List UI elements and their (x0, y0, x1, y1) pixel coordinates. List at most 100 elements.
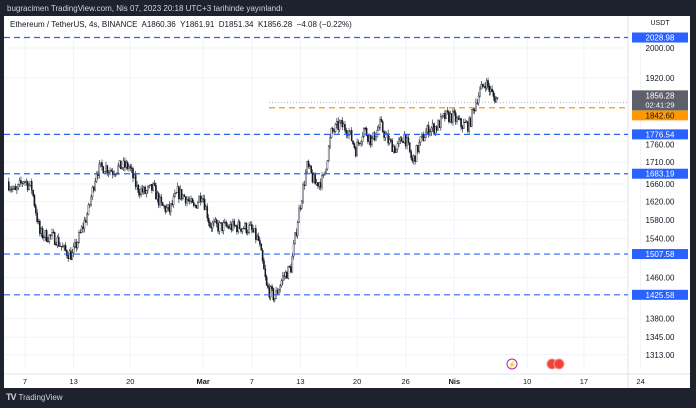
candle-body (454, 112, 457, 122)
candle-body (22, 181, 25, 184)
candle-body (168, 204, 171, 213)
candle-body (28, 184, 30, 190)
candle-body (422, 134, 425, 142)
candle-body (488, 86, 491, 92)
candle-body (79, 232, 82, 234)
candle-body (129, 166, 132, 169)
price-chart[interactable]: 2028.98 1776.54 1683.19 1507.58 1425.58 1842.… (4, 16, 690, 388)
candle-body (248, 225, 250, 233)
candle-body (39, 221, 41, 234)
candle-body (32, 190, 34, 196)
candle-body (288, 266, 291, 268)
candle-body (286, 271, 288, 279)
candle-body (433, 123, 435, 134)
price-tick-label: 1710.00 (646, 158, 675, 167)
candle-body (229, 223, 232, 229)
candle-body (250, 224, 253, 230)
candle-body (369, 134, 372, 145)
level-price-tag (632, 32, 688, 43)
candle-body (298, 207, 300, 223)
candle-body (313, 174, 315, 183)
candle-body (91, 186, 94, 198)
candle-body (157, 192, 160, 206)
candle-body (253, 228, 256, 233)
candle-body (179, 189, 182, 200)
brand-name[interactable]: TradingView (18, 392, 63, 402)
candle-body (138, 192, 141, 196)
level-price-tag (632, 249, 688, 260)
candle-body (473, 108, 476, 111)
time-tick-label: 7 (23, 377, 27, 386)
candle-body (260, 244, 263, 251)
candle-body (141, 188, 144, 193)
candle-body (165, 207, 168, 212)
candle-body (203, 198, 206, 210)
candle-body (496, 97, 499, 99)
price-unit-label: USDT (650, 20, 670, 27)
candle-body (467, 121, 469, 132)
candle-body (174, 193, 176, 198)
candle-body (161, 202, 164, 206)
candle-body (363, 127, 365, 137)
candle-body (44, 230, 47, 238)
candle-body (495, 98, 497, 103)
candle-body (345, 129, 348, 135)
candle-body (276, 290, 279, 294)
candle-body (448, 111, 450, 123)
candle-body (314, 174, 317, 185)
candle-body (449, 113, 452, 123)
candle-body (330, 128, 333, 138)
candle-body (40, 228, 42, 234)
candle-body (226, 225, 229, 227)
candle-body (406, 137, 408, 147)
countdown-label: 02:41:29 (645, 100, 674, 109)
candle-body (326, 160, 329, 170)
candle-body (190, 198, 192, 202)
candle-body (485, 80, 488, 89)
symbol-name[interactable]: Ethereum / TetherUS, 4s, BINANCE (10, 20, 138, 29)
candle-body (446, 110, 449, 113)
candle-body (444, 113, 446, 119)
candle-body (110, 170, 113, 172)
candle-body (290, 266, 292, 273)
time-tick-label: 10 (523, 377, 531, 386)
candle-body (391, 140, 394, 152)
candle-body (76, 242, 79, 248)
candle-body (244, 222, 246, 229)
candle-body (238, 221, 241, 230)
price-tick-label: 1540.00 (646, 235, 675, 244)
candle-body (376, 129, 379, 138)
time-tick-label: 7 (250, 377, 254, 386)
candle-body (280, 280, 283, 287)
candle-body (207, 217, 210, 223)
time-tick-label: 13 (69, 377, 77, 386)
candle-body (403, 133, 406, 144)
candle-body (209, 222, 211, 228)
candle-body (187, 199, 190, 201)
candle-body (171, 203, 173, 205)
time-tick-label: Nis (448, 377, 460, 386)
candle-body (128, 166, 130, 169)
candle-body (400, 137, 403, 142)
candle-body (357, 141, 360, 144)
candle-body (237, 221, 240, 233)
candle-body (264, 268, 267, 278)
candle-body (121, 167, 123, 170)
candle-body (342, 124, 345, 128)
candle-body (142, 186, 145, 193)
candle-body (418, 142, 421, 153)
candle-body (494, 96, 496, 103)
candle-body (322, 174, 325, 176)
candle-body (195, 204, 198, 209)
ohlc-low: D1851.34 (218, 20, 254, 29)
last-price-label: 1856.28 (646, 91, 675, 100)
candle-body (210, 226, 213, 229)
candle-body (353, 143, 356, 148)
candle-body (29, 181, 32, 186)
candle-body (62, 246, 64, 248)
candle-body (379, 119, 381, 128)
candle-body (464, 121, 466, 123)
candle-body (222, 222, 225, 232)
candle-body (407, 137, 410, 143)
price-tick-label: 1620.00 (646, 198, 675, 207)
